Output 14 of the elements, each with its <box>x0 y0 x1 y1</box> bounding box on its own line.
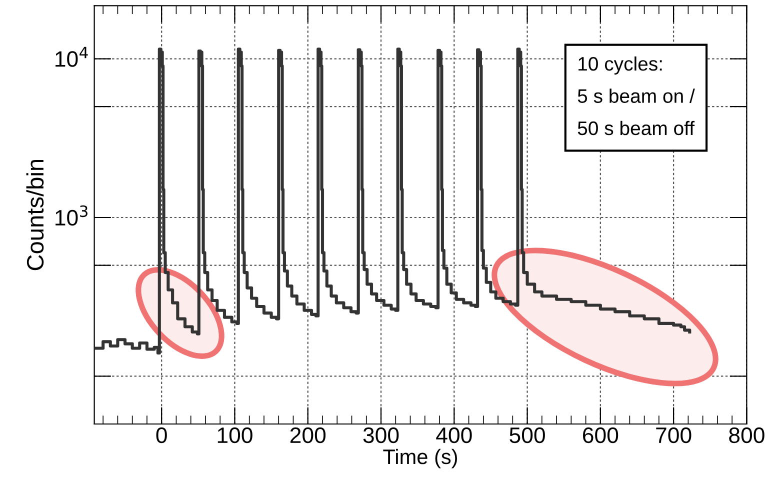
x-tick-label: 400 <box>436 427 472 444</box>
x-tick-label: 300 <box>363 427 399 444</box>
x-tick-label: 500 <box>510 427 545 444</box>
y-axis-title: Counts/bin <box>26 160 44 270</box>
x-tick-label: 200 <box>290 427 326 444</box>
x-tick-label: 800 <box>729 427 764 444</box>
x-tick-label: 0 <box>156 427 167 444</box>
y-tick-label: 10$^{3}$ <box>56 205 88 226</box>
annotation: 10 cycles: 5 s beam on / 50 s beam off <box>578 56 695 136</box>
x-axis-title: Time (s) <box>383 448 458 468</box>
y-tick-label: 10$^{4}$ <box>56 46 88 67</box>
x-tick-label: 700 <box>656 427 692 444</box>
x-tick-label: 600 <box>583 427 618 444</box>
x-tick-label: 100 <box>218 427 252 444</box>
